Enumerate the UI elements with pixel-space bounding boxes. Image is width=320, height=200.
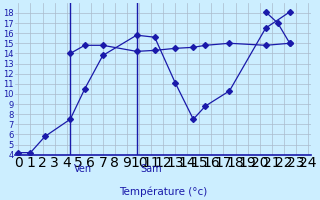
X-axis label: Température (°c): Température (°c) (119, 187, 207, 197)
Text: Sam: Sam (140, 164, 162, 174)
Text: Ven: Ven (74, 164, 92, 174)
